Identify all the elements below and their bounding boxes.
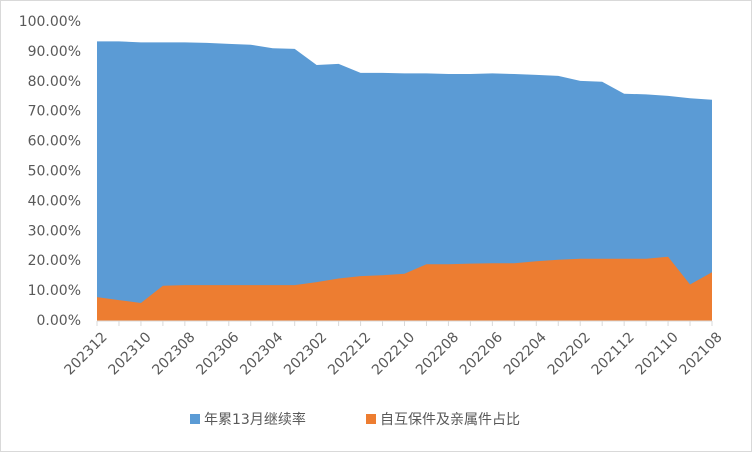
area bbox=[97, 41, 712, 322]
legend-label: 年累13月继续率 bbox=[204, 411, 306, 428]
y-tick-label: 70.00% bbox=[28, 104, 81, 120]
y-tick-label: 90.00% bbox=[28, 44, 81, 60]
legend-swatch bbox=[366, 414, 376, 424]
y-tick-label: 80.00% bbox=[28, 74, 81, 90]
legend-label: 自互保件及亲属件占比 bbox=[380, 412, 520, 428]
y-tick-label: 0.00% bbox=[37, 313, 81, 329]
area bbox=[97, 256, 712, 321]
y-tick-label: 20.00% bbox=[28, 253, 81, 269]
y-tick-label: 60.00% bbox=[28, 134, 81, 150]
y-tick-label: 30.00% bbox=[28, 223, 81, 239]
y-tick-label: 40.00% bbox=[28, 193, 81, 209]
legend-swatch bbox=[190, 414, 200, 424]
y-tick-label: 100.00% bbox=[19, 14, 81, 30]
y-tick-label: 10.00% bbox=[28, 283, 81, 299]
y-tick-label: 50.00% bbox=[28, 164, 81, 180]
